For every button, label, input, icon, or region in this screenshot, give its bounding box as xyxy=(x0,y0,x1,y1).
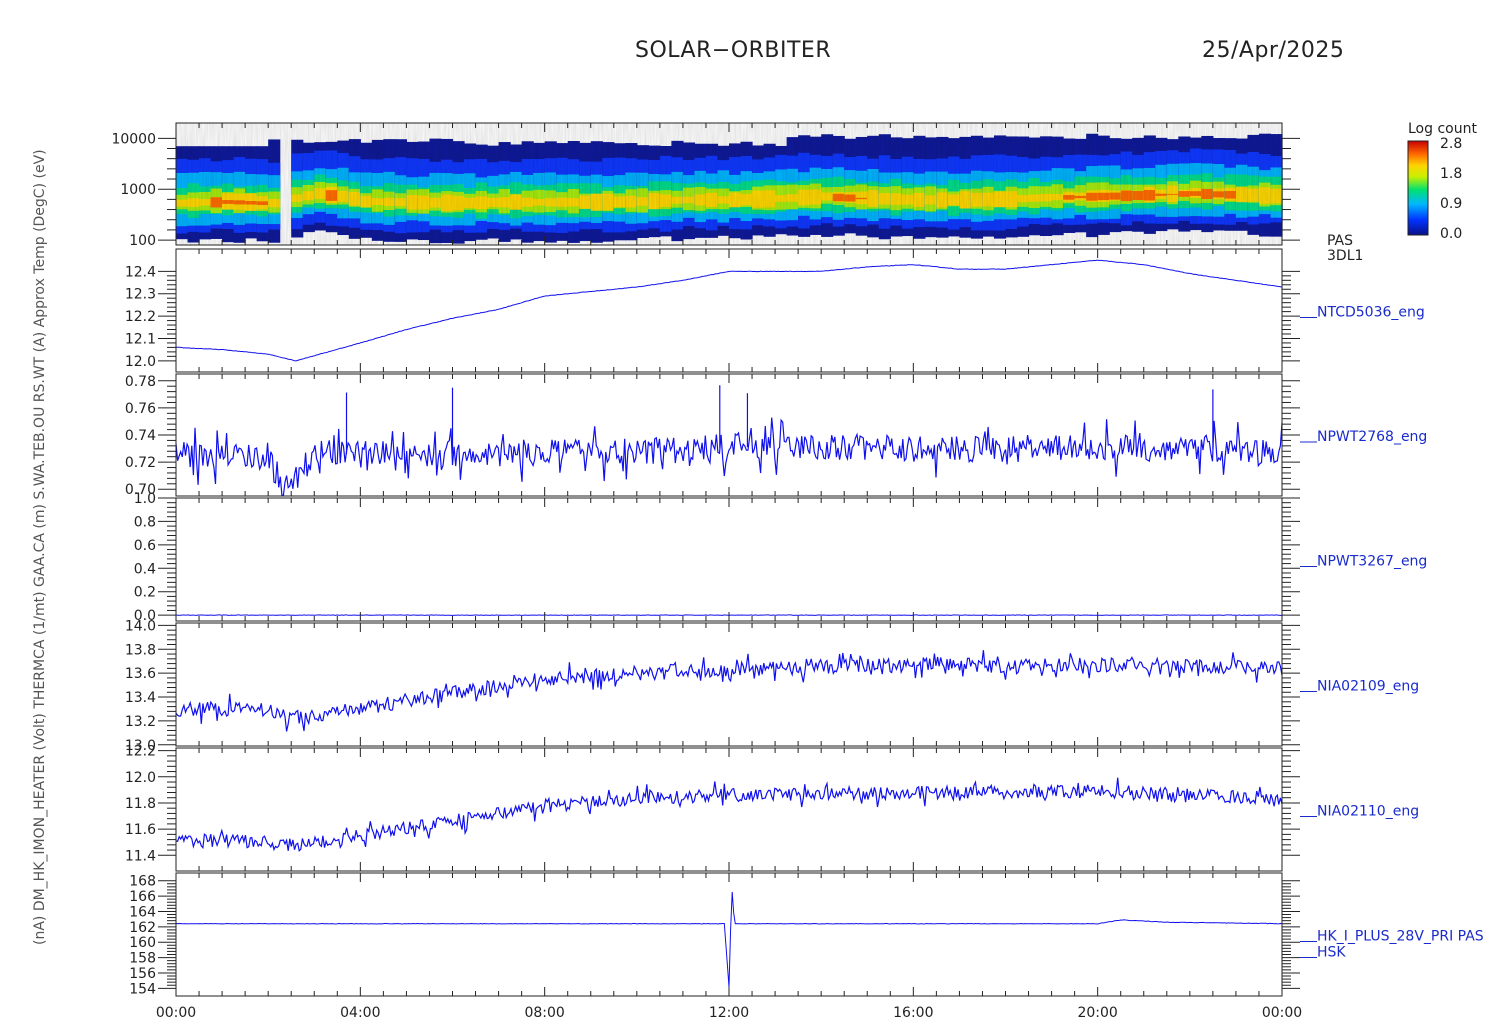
y-tick-label: 12.0 xyxy=(125,770,156,786)
y-tick-label: 164 xyxy=(129,904,156,920)
panel-frame xyxy=(175,373,1283,497)
y-tick-label: 0.4 xyxy=(134,561,156,577)
series-label: NIA02109_eng xyxy=(1317,679,1419,695)
mission-title: SOLAR−ORBITER xyxy=(635,38,832,63)
y-tick-label: 162 xyxy=(129,920,156,936)
x-tick-label: 12:00 xyxy=(709,1005,749,1020)
y-tick-label: 0.72 xyxy=(125,455,156,471)
y-tick-label: 14.0 xyxy=(125,618,156,634)
series-line xyxy=(175,259,1283,362)
x-tick-label: 20:00 xyxy=(1077,1005,1117,1020)
date-title: 25/Apr/2025 xyxy=(1202,38,1345,63)
y-tick-label: 0.8 xyxy=(134,514,156,530)
series-label: PAS xyxy=(1327,233,1353,249)
overlapping-y-axis-labels: (nA) DM_HK_IMON_HEATER (Volt) THERMCA (1… xyxy=(32,149,48,945)
colorbar: Log count 2.8 1.8 0.9 0.0 xyxy=(1407,121,1477,242)
y-tick-label: 12.4 xyxy=(125,264,156,280)
y-tick-label: 0.74 xyxy=(125,428,156,444)
y-tick-label: 13.8 xyxy=(125,642,156,658)
y-tick-label: 11.4 xyxy=(125,848,156,864)
spectrogram-heatmap xyxy=(176,123,1283,245)
x-tick-label: 04:00 xyxy=(340,1005,380,1020)
colorbar-tick: 1.8 xyxy=(1440,166,1462,182)
series-label: NTCD5036_eng xyxy=(1317,305,1425,321)
colorbar-tick: 2.8 xyxy=(1440,136,1462,152)
y-tick-label: 156 xyxy=(129,966,156,982)
series-line xyxy=(175,891,1283,988)
y-tick-label: 100 xyxy=(129,233,156,249)
colorbar-title: Log count xyxy=(1408,121,1477,137)
y-tick-label: 12.3 xyxy=(125,287,156,303)
panel-frame xyxy=(175,497,1283,622)
x-tick-label: 00:00 xyxy=(1262,1005,1302,1020)
y-tick-label: 13.2 xyxy=(125,714,156,730)
series-line xyxy=(175,777,1283,852)
panel-frame xyxy=(175,622,1283,747)
colorbar-gradient xyxy=(1407,140,1429,236)
panel-frame xyxy=(175,248,1283,373)
series-label: HK_I_PLUS_28V_PRI PAS xyxy=(1317,929,1484,945)
series-label: NPWT2768_eng xyxy=(1317,429,1427,445)
heatmap-texture xyxy=(176,123,1282,245)
x-tick-label: 00:00 xyxy=(156,1005,196,1020)
x-tick-label: 16:00 xyxy=(893,1005,933,1020)
series-label: NPWT3267_eng xyxy=(1317,554,1427,570)
series-line xyxy=(175,417,1283,497)
y-tick-label: 0.2 xyxy=(134,585,156,601)
series-label: HSK xyxy=(1317,945,1346,961)
y-tick-label: 154 xyxy=(129,981,156,997)
y-tick-label: 0.0 xyxy=(134,608,156,624)
y-tick-label: 12.2 xyxy=(125,744,156,760)
y-tick-label: 13.4 xyxy=(125,690,156,706)
y-tick-label: 0.76 xyxy=(125,401,156,417)
y-tick-label: 160 xyxy=(129,935,156,951)
y-tick-label: 1.0 xyxy=(134,491,156,507)
y-tick-label: 1000 xyxy=(120,182,156,198)
y-tick-label: 12.2 xyxy=(125,309,156,325)
y-tick-label: 11.6 xyxy=(125,822,156,838)
y-tick-label: 0.6 xyxy=(134,538,156,554)
y-tick-label: 0.70 xyxy=(125,482,156,498)
y-tick-label: 11.8 xyxy=(125,796,156,812)
series-label: 3DL1 xyxy=(1327,248,1363,264)
y-tick-label: 13.6 xyxy=(125,666,156,682)
colorbar-tick: 0.0 xyxy=(1440,226,1462,242)
y-tick-label: 12.0 xyxy=(125,354,156,370)
y-tick-label: 12.1 xyxy=(125,331,156,347)
series-line xyxy=(175,650,1283,732)
colorbar-tick: 0.9 xyxy=(1440,196,1462,212)
y-tick-label: 168 xyxy=(129,874,156,890)
series-label: NIA02110_eng xyxy=(1317,804,1419,820)
y-tick-label: 13.0 xyxy=(125,738,156,754)
x-tick-label: 08:00 xyxy=(524,1005,564,1020)
panel-frame xyxy=(175,747,1283,872)
y-tick-label: 158 xyxy=(129,951,156,967)
y-tick-label: 166 xyxy=(129,889,156,905)
y-tick-label: 10000 xyxy=(111,131,156,147)
y-tick-label: 0.78 xyxy=(125,374,156,390)
